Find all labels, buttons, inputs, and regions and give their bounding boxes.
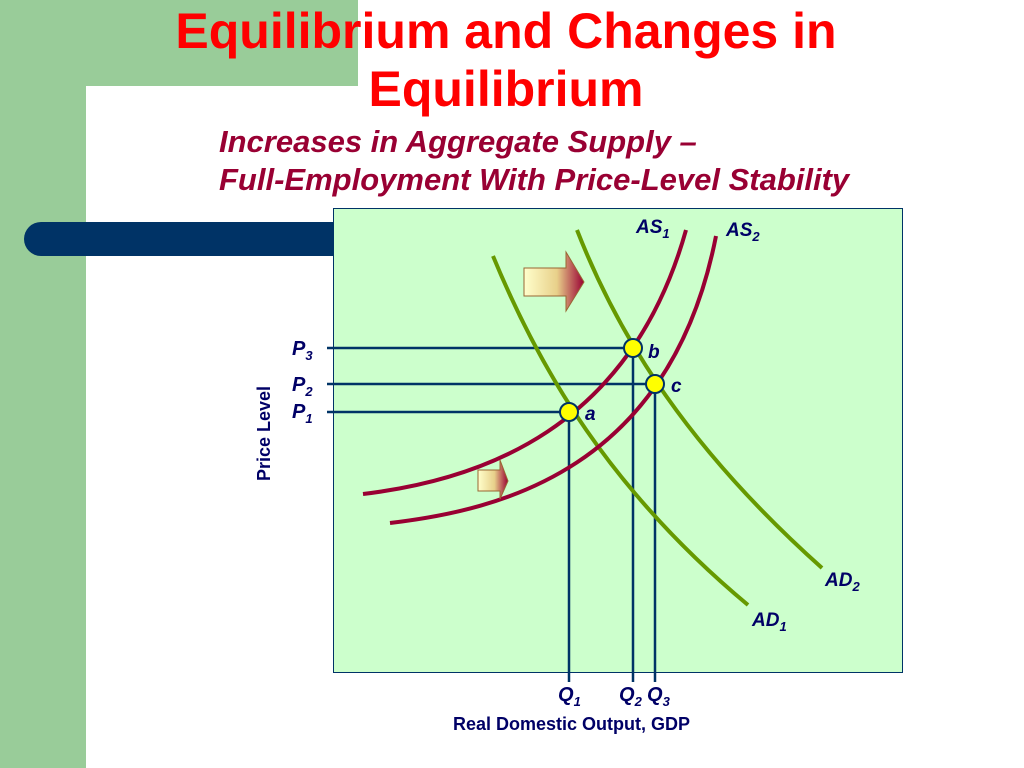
q2-label: Q2 [619,684,643,709]
point-b-marker [623,338,643,358]
ad2-label: AD2 [824,570,860,594]
as2-label: AS2 [725,220,760,244]
right-shift-arrow-small [477,459,509,500]
q1-label: Q1 [558,684,581,709]
y-axis-label: Price Level [254,386,274,481]
right-shift-arrow-large [523,250,585,313]
slide-subtitle-line1: Increases in Aggregate Supply – [219,124,697,159]
left-green-band [0,0,86,768]
as1-curve [362,229,688,496]
p3-label: P3 [292,338,313,363]
q3-label: Q3 [647,684,671,709]
point-c-marker [645,374,665,394]
slide-title: Equilibrium and Changes in Equilibrium [175,3,837,117]
x-axis-label: Real Domestic Output, GDP [453,714,691,734]
content-corner [86,86,166,166]
as2-curve [389,235,718,525]
navy-accent-bar [24,222,336,256]
point-a-marker [559,402,579,422]
p1-label: P1 [292,401,313,426]
point-b-label: b [648,342,660,363]
diagram-plot-area [333,208,903,673]
point-a-label: a [585,404,596,425]
ad1-label: AD1 [751,610,787,634]
top-green-band [0,0,358,86]
ad1-curve [491,255,750,607]
ad2-curve [575,229,824,570]
as1-label: AS1 [635,217,670,241]
slide-subtitle-line2: Full-Employment With Price-Level Stabili… [219,162,850,197]
point-c-label: c [671,376,682,397]
p2-label: P2 [292,374,313,399]
